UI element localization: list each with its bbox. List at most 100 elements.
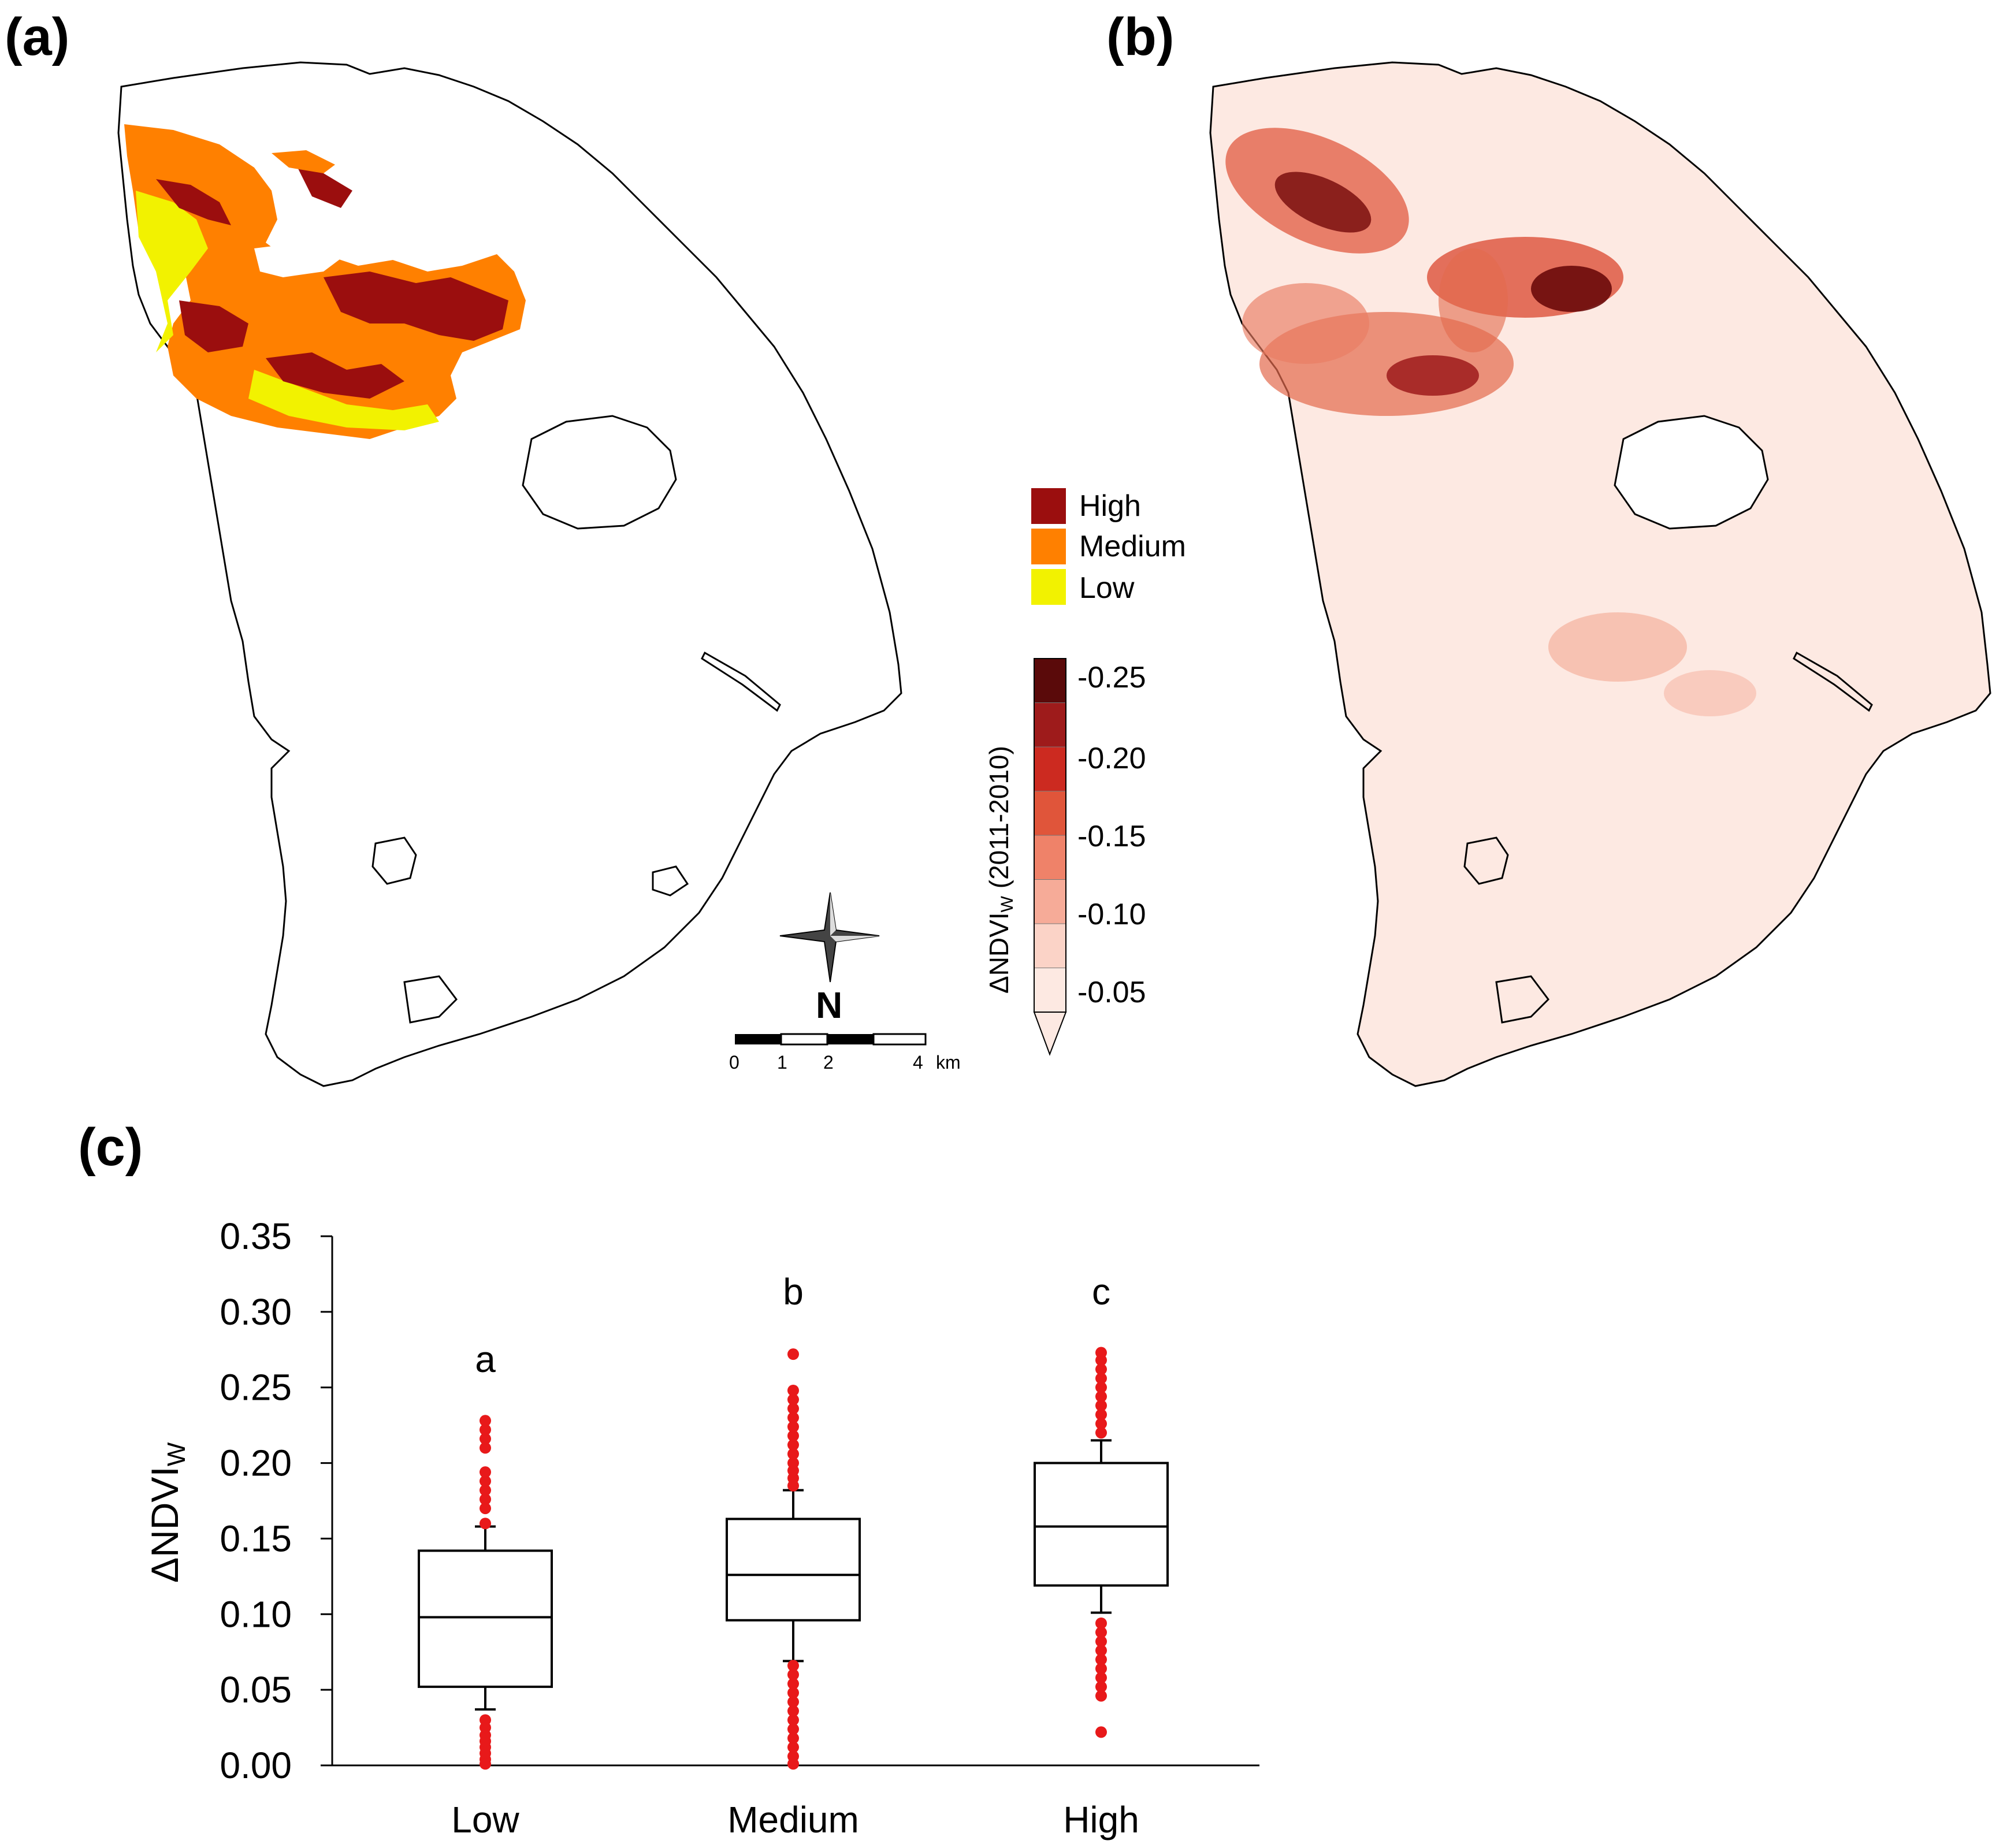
colorbar-title: ΔNDVIW (2011-2010): [984, 746, 1017, 994]
box-group: a b c: [418, 1271, 1169, 1711]
outlier-point: [480, 1415, 491, 1427]
outlier-point: [1095, 1690, 1107, 1702]
outlier-point: [1095, 1418, 1107, 1430]
scalebar-tick-1: 1: [777, 1052, 787, 1073]
outlier-point: [1095, 1726, 1107, 1738]
outlier-point: [1095, 1653, 1107, 1665]
outlier-point: [787, 1439, 799, 1451]
hotspot-south-diffuse: [1548, 612, 1687, 682]
outlier-point: [1095, 1635, 1107, 1648]
outlier-point: [480, 1484, 491, 1496]
outlier-point: [787, 1705, 799, 1717]
y-axis-title: ΔNDVIW: [143, 1442, 191, 1583]
legend-swatch-high: [1031, 488, 1066, 524]
outlier-point: [480, 1493, 491, 1505]
colorbar-title-suffix: (2011-2010): [984, 746, 1014, 896]
y-tick-label: 0.00: [220, 1745, 292, 1786]
colorbar-block: [1034, 968, 1066, 1013]
colorbar-title-sub: W: [998, 895, 1017, 912]
legend-swatch-low: [1031, 569, 1066, 605]
hotspot-southeast-diffuse: [1664, 670, 1756, 716]
colorbar-tick-020: -0.20: [1077, 742, 1146, 775]
inner-patch-2-a: [701, 651, 781, 712]
outlier-point: [1095, 1373, 1107, 1385]
hotspot-west: [1242, 283, 1369, 364]
colorbar-block: [1034, 923, 1066, 968]
scalebar-tick-2: 2: [823, 1052, 834, 1073]
y-tick-label: 0.30: [220, 1291, 292, 1333]
y-tick-label: 0.20: [220, 1442, 292, 1484]
colorbar-tick-015: -0.15: [1077, 820, 1146, 853]
scalebar-unit: km: [936, 1052, 961, 1073]
scalebar-tick-4: 4: [913, 1052, 923, 1073]
severity-medium-zone: [124, 124, 526, 439]
significance-letter: b: [783, 1271, 804, 1312]
scale-bar: 0 1 2 4 km: [729, 1033, 961, 1073]
outlier-point: [480, 1423, 491, 1436]
colorbar-tick-025: -0.25: [1077, 661, 1146, 694]
box-high: [1034, 1462, 1169, 1587]
outlier-point: [787, 1660, 799, 1672]
outlier-point: [480, 1714, 491, 1726]
outlier-point: [787, 1723, 799, 1735]
outlier-point: [480, 1433, 491, 1445]
outlier-point: [787, 1448, 799, 1460]
map-b: [1209, 61, 1991, 1087]
y-tick-label: 0.25: [220, 1367, 292, 1408]
outlier-point: [787, 1750, 799, 1763]
ndvi-change-hotspots: [1225, 128, 1756, 716]
outlier-point: [1095, 1680, 1107, 1693]
x-label-group: Low Medium High: [451, 1799, 1139, 1840]
outlier-point: [787, 1412, 799, 1424]
panel-label-b: (b): [1106, 8, 1175, 66]
y-axis-title-sub: W: [162, 1442, 191, 1466]
inner-patch-2-b: [1793, 651, 1873, 712]
map-a: [117, 61, 902, 1087]
outlier-point: [1095, 1400, 1107, 1412]
outlier-point: [480, 1442, 491, 1454]
outlier-point: [787, 1696, 799, 1708]
panel-label-c: (c): [78, 1118, 143, 1177]
severity-low-zone-1: [136, 191, 208, 352]
compass-rose: N: [779, 892, 880, 1026]
colorbar-block: [1034, 791, 1066, 836]
hotspot-mid: [1439, 248, 1508, 352]
inner-patch-1-b: [1463, 836, 1509, 885]
y-tick-label: 0.05: [220, 1669, 292, 1711]
inner-patch-1-a: [371, 836, 417, 885]
outlier-point: [787, 1741, 799, 1753]
x-tick-label: Medium: [727, 1799, 859, 1840]
outlier-point: [787, 1403, 799, 1415]
outlier-point: [1095, 1645, 1107, 1657]
outlier-point: [1095, 1663, 1107, 1675]
legend-swatch-medium: [1031, 529, 1066, 564]
outlier-point: [1095, 1347, 1107, 1359]
coastal-inlet-b: [1495, 975, 1549, 1024]
outlier-point: [1095, 1427, 1107, 1439]
outlier-point: [1095, 1617, 1107, 1629]
severity-low-zone-2: [248, 370, 439, 430]
scalebar-seg-1: [735, 1034, 781, 1044]
compass-star-icon: [779, 892, 880, 983]
scalebar-seg-3: [827, 1034, 874, 1044]
severity-high-zone-3: [324, 272, 508, 341]
significance-letter: a: [475, 1338, 496, 1380]
boxplot-chart: 0.00 0.05 0.10 0.15 0.20 0.25 0.30 0.35 a b c Low…: [143, 1215, 1259, 1840]
outlier-point: [787, 1393, 799, 1405]
colorbar-title-main: ΔNDVI: [984, 912, 1014, 994]
severity-medium-zone-2: [272, 150, 335, 173]
ndvi-colorbar: -0.25 -0.20 -0.15 -0.10 -0.05 ΔNDVIW (20…: [984, 658, 1146, 1056]
outlier-point: [787, 1457, 799, 1469]
inner-lake-b: [1614, 415, 1769, 530]
outlier-point: [1095, 1363, 1107, 1375]
unburned-gap: [254, 243, 347, 277]
colorbar-tick-010: -0.10: [1077, 898, 1146, 931]
outlier-point: [787, 1421, 799, 1433]
outlier-point: [1095, 1390, 1107, 1403]
severity-legend: High Medium Low: [1031, 488, 1186, 605]
scalebar-tick-0: 0: [729, 1052, 739, 1073]
y-tick-label: 0.10: [220, 1593, 292, 1635]
y-tick-group: 0.00 0.05 0.10 0.15 0.20 0.25 0.30 0.35: [220, 1215, 332, 1786]
y-tick-label: 0.15: [220, 1518, 292, 1559]
